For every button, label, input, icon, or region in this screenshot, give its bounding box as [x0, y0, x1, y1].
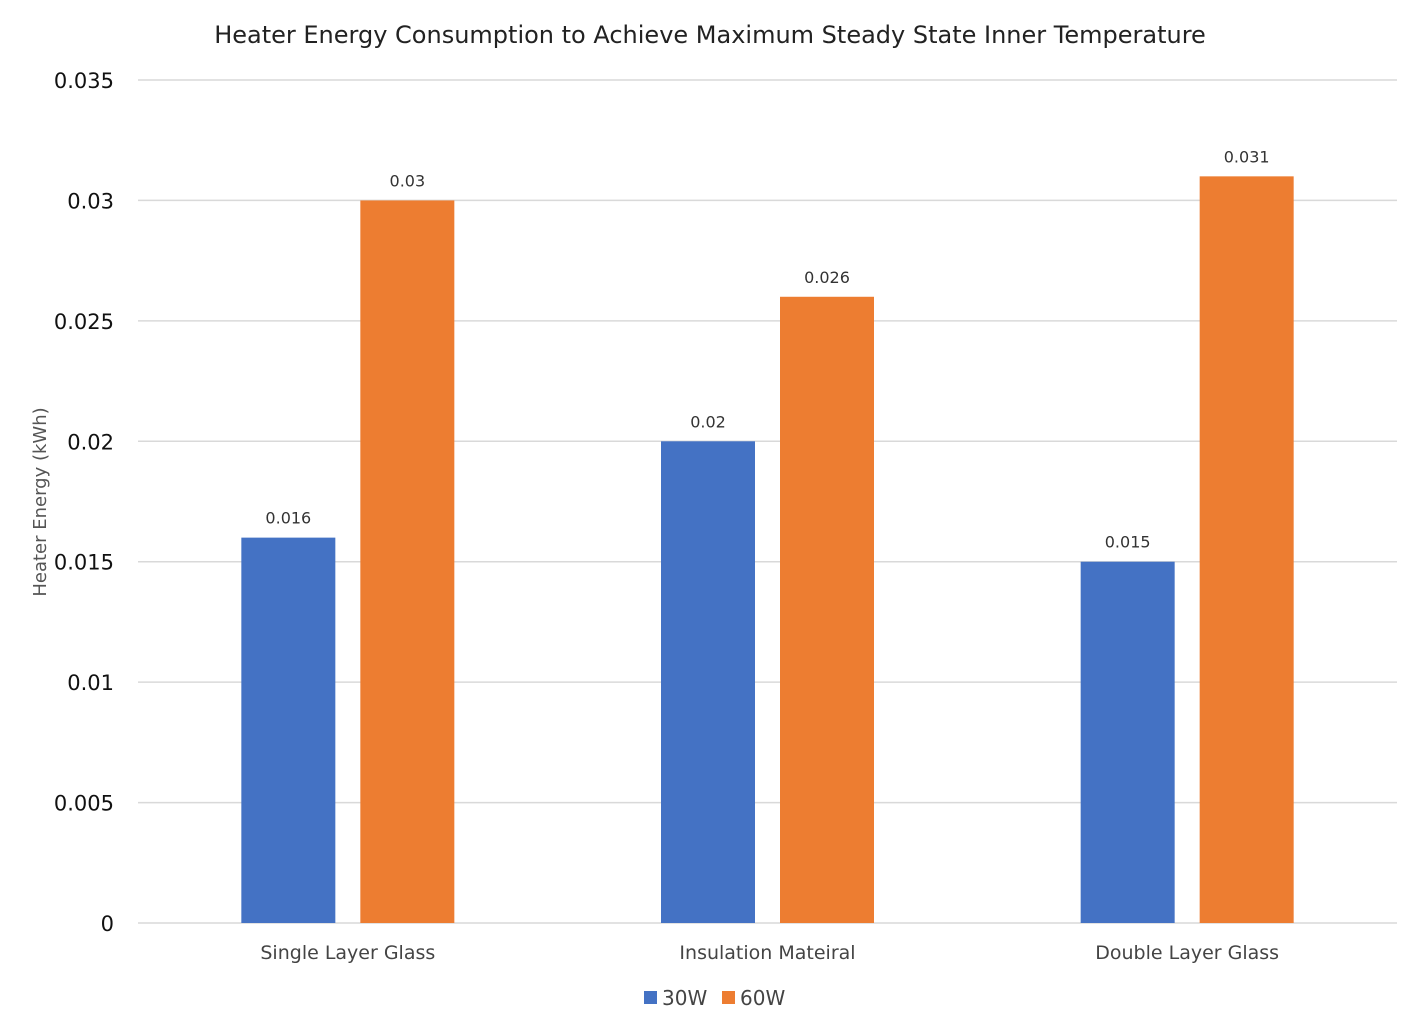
data-label: 0.026 [804, 268, 850, 287]
x-tick-label: Single Layer Glass [260, 942, 435, 964]
legend-label: 60W [740, 986, 785, 1010]
legend-label: 30W [662, 986, 707, 1010]
y-tick-label: 0.02 [67, 430, 114, 454]
bar-60W-1 [780, 296, 874, 923]
chart-title: Heater Energy Consumption to Achieve Max… [214, 21, 1206, 49]
y-tick-label: 0 [101, 912, 114, 936]
x-tick-label: Double Layer Glass [1095, 942, 1279, 964]
data-label: 0.03 [390, 171, 426, 190]
y-tick-label: 0.035 [54, 69, 114, 93]
data-label: 0.016 [265, 509, 311, 528]
data-label: 0.02 [690, 412, 726, 431]
y-axis-label: Heater Energy (kWh) [30, 407, 51, 596]
y-tick-label: 0.025 [54, 310, 114, 334]
y-tick-label: 0.005 [54, 792, 114, 816]
bar-60W-2 [1199, 176, 1294, 924]
y-tick-label: 0.01 [67, 671, 114, 695]
data-label: 0.015 [1105, 533, 1151, 552]
legend-swatch-30W [644, 991, 657, 1004]
bar-30W-0 [241, 537, 336, 923]
y-tick-label: 0.015 [54, 551, 114, 575]
x-tick-label: Insulation Mateiral [679, 942, 855, 964]
bar-30W-1 [661, 441, 755, 923]
bar-30W-2 [1080, 561, 1175, 923]
y-tick-label: 0.03 [67, 189, 114, 213]
bar-60W-0 [360, 200, 455, 923]
legend-swatch-60W [722, 991, 735, 1004]
data-label: 0.031 [1224, 147, 1270, 166]
